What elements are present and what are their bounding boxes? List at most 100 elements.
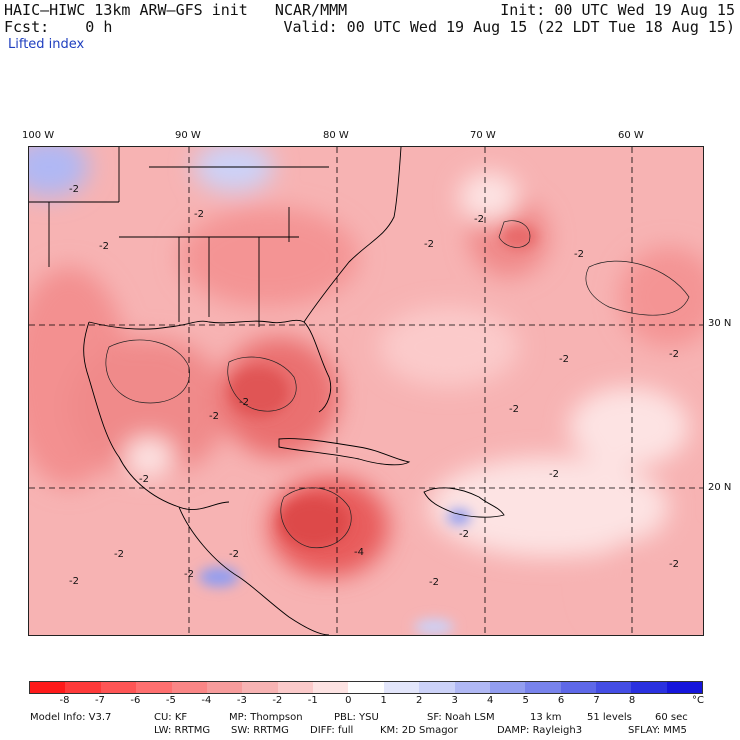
- gulf-coast: [88, 319, 332, 413]
- colorbar-ticks: -8 -7 -6 -5 -4 -3 -2 -1 0 1 2 3 4 5 6 7 8: [29, 695, 703, 709]
- hispaniola: [423, 487, 505, 518]
- lon-label-90w: 90 W: [175, 130, 201, 141]
- colorbar-tick-label: 4: [486, 695, 494, 706]
- lifted-index-map: -2 -2 -2 -2 -2 -2 -2 -2 -2 -2 -2 -2 -2 -2 -2 -2 -2 -2 -2 -2…: [28, 146, 704, 636]
- contour-label: -2: [239, 397, 249, 408]
- colorbar-segment: [419, 682, 455, 693]
- lon-label-70w: 70 W: [470, 130, 496, 141]
- contour-label: -2: [559, 354, 569, 365]
- contour-label: -2: [209, 411, 219, 422]
- contour-label: -2: [99, 241, 109, 252]
- lat-lon-grid: [29, 147, 703, 635]
- colorbar-tick-label: -3: [236, 695, 247, 706]
- footer-sf: SF: Noah LSM: [427, 712, 495, 723]
- colorbar-segment: [348, 682, 384, 693]
- colorbar-segment: [65, 682, 101, 693]
- coastlines: [29, 147, 505, 635]
- colorbar-tick-label: 1: [380, 695, 387, 706]
- colorbar-tick-label: 5: [522, 695, 529, 706]
- footer-timestep: 60 sec: [655, 712, 688, 723]
- colorbar-segment: [525, 682, 561, 693]
- field-name: Lifted index: [8, 37, 85, 52]
- contour-label: -2: [459, 529, 469, 540]
- colorbar-segment: [631, 682, 667, 693]
- contour-label: -2: [669, 349, 679, 360]
- contour-label: -2: [424, 239, 434, 250]
- colorbar-tick-label: 0: [345, 695, 352, 706]
- colorbar-segment: [454, 682, 490, 693]
- colorbar-segment: [666, 682, 703, 693]
- colorbar-segment: [100, 682, 137, 693]
- footer-lw: LW: RRTMG: [154, 725, 211, 736]
- contour-label: -2: [69, 576, 79, 587]
- colorbar-tick-label: -2: [272, 695, 283, 706]
- lon-label-60w: 60 W: [618, 130, 644, 141]
- mexico-coast: [83, 321, 230, 511]
- contour-label: -2: [429, 577, 439, 588]
- contour-label: -2: [574, 249, 584, 260]
- colorbar-segment: [383, 682, 420, 693]
- contour-label: -2: [139, 474, 149, 485]
- lat-label-20n: 20 N: [708, 482, 732, 493]
- colorbar-tick-label: 2: [416, 695, 423, 706]
- contour-label: -2: [474, 214, 484, 225]
- footer-res: 13 km: [530, 712, 562, 723]
- colorbar-tick-label: 6: [557, 695, 565, 706]
- colorbar-segment: [30, 682, 66, 693]
- state-borders-south: [119, 166, 329, 327]
- lon-label-80w: 80 W: [323, 130, 349, 141]
- colorbar-tick-label: 7: [593, 695, 600, 706]
- colorbar-segment: [489, 682, 526, 693]
- colorbar-segment: [206, 682, 243, 693]
- footer-pbl: PBL: YSU: [334, 712, 379, 723]
- colorbar-segment: [596, 682, 632, 693]
- lon-label-100w: 100 W: [22, 130, 55, 141]
- colorbar-segment: [277, 682, 313, 693]
- colorbar-tick-label: 3: [451, 695, 458, 706]
- init-time: Init: 00 UTC Wed 19 Aug 15: [500, 1, 735, 19]
- contour-label: -4: [354, 547, 364, 558]
- lat-label-30n: 30 N: [708, 318, 732, 329]
- contour-label: -2: [669, 559, 679, 570]
- footer-sflay: SFLAY: MM5: [628, 725, 687, 736]
- forecast-hour: Fcst: 0 h: [4, 18, 113, 36]
- colorbar: [29, 681, 703, 694]
- colorbar-segment: [313, 682, 349, 693]
- state-borders-west: [29, 147, 120, 267]
- colorbar-tick-label: -8: [59, 695, 70, 706]
- colorbar-tick-label: -7: [94, 695, 105, 706]
- colorbar-segment: [171, 682, 207, 693]
- map-canvas: -2 -2 -2 -2 -2 -2 -2 -2 -2 -2 -2 -2 -2 -2 -2 -2 -2 -2 -2 -2…: [29, 147, 703, 635]
- contour-label: -2: [229, 549, 239, 560]
- footer-km: KM: 2D Smagor: [380, 725, 458, 736]
- field-shading: [29, 147, 703, 635]
- footer-diff: DIFF: full: [310, 725, 354, 736]
- valid-time: Valid: 00 UTC Wed 19 Aug 15 (22 LDT Tue …: [283, 18, 735, 36]
- colorbar-tick-label: -4: [201, 695, 212, 706]
- colorbar-unit: °C: [692, 695, 704, 706]
- footer-levels: 51 levels: [587, 712, 632, 723]
- colorbar-segment: [136, 682, 172, 693]
- footer-damp: DAMP: Rayleigh3: [497, 725, 583, 736]
- footer-sw: SW: RRTMG: [231, 725, 289, 736]
- footer-model-info: Model Info: V3.7: [30, 712, 112, 723]
- footer-cu: CU: KF: [154, 712, 188, 723]
- central-america-coast: [178, 506, 330, 635]
- colorbar-segment: [560, 682, 596, 693]
- footer-mp: MP: Thompson: [229, 712, 303, 723]
- contour-label: -2: [509, 404, 519, 415]
- cuba: [278, 438, 411, 466]
- contour-label: -2: [69, 184, 79, 195]
- contour-label-group: -2 -2 -2 -2 -2 -2 -2 -2 -2 -2 -2 -2 -2 -2 -2 -2 -2 -2 -2 -2…: [69, 184, 679, 588]
- colorbar-tick-label: -5: [165, 695, 176, 706]
- colorbar-segment: [242, 682, 278, 693]
- colorbar-tick-label: 8: [628, 695, 636, 706]
- contour-label: -2: [184, 569, 194, 580]
- contour-label: -2: [114, 549, 124, 560]
- field-cores: [199, 225, 537, 635]
- atlantic-coast: [303, 147, 402, 323]
- contour-label: -2: [549, 469, 559, 480]
- colorbar-tick-label: -1: [307, 695, 318, 706]
- contour-lines: [105, 220, 690, 549]
- map-title: HAIC–HIWC 13km ARW–GFS init NCAR/MMM: [4, 1, 348, 19]
